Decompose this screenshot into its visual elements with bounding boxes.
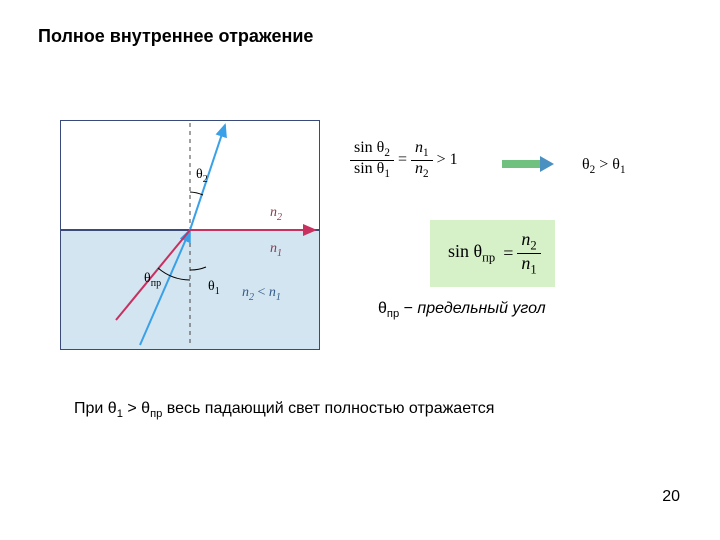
angle-inequality: θ2 > θ1 xyxy=(582,156,626,176)
critical-angle-label: θпр − предельный угол xyxy=(378,300,598,320)
page-number-value: 20 xyxy=(662,488,680,505)
page-number: 20 xyxy=(662,488,680,506)
ray-diagram: θ2θ1θпрn2n1n2 < n1 xyxy=(60,120,320,350)
svg-text:n2: n2 xyxy=(270,205,282,223)
total-reflection-statement: При θ1 > θпр весь падающий свет полность… xyxy=(74,400,574,420)
critical-angle-formula: sin θпр=n2n1 xyxy=(430,220,555,287)
snell-formula: sin θ2sin θ1=n1n2> 1 xyxy=(350,140,462,181)
page-title: Полное внутреннее отражение xyxy=(38,26,313,47)
svg-text:θ2: θ2 xyxy=(196,167,208,185)
implies-arrow-icon xyxy=(500,152,570,181)
title-text: Полное внутреннее отражение xyxy=(38,26,313,46)
ray-diagram-svg: θ2θ1θпрn2n1n2 < n1 xyxy=(60,120,320,350)
